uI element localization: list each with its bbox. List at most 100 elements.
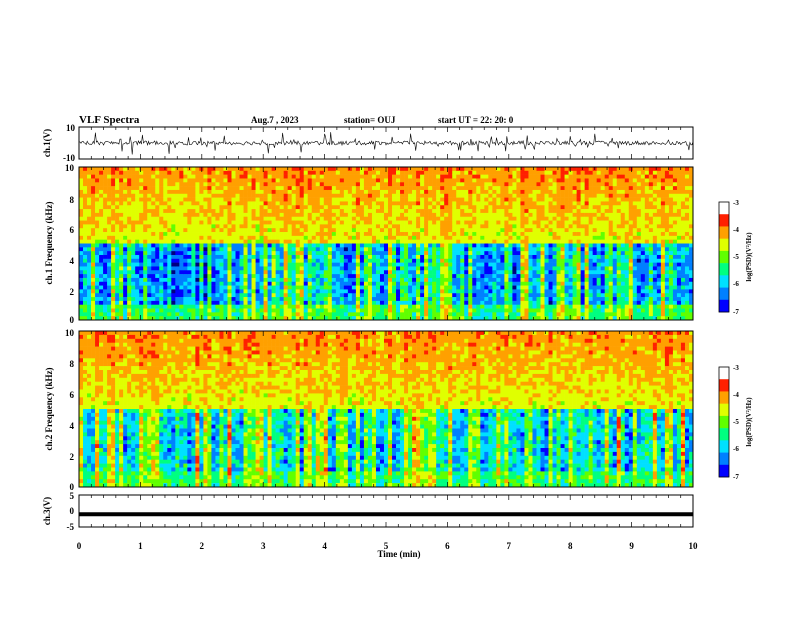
spectrogram-cell	[199, 312, 204, 317]
spectrogram-cell	[496, 189, 501, 195]
spectrogram-cell	[227, 174, 232, 179]
spectrogram-cell	[315, 174, 321, 179]
spectrogram-cell	[307, 297, 313, 302]
spectrogram-cell	[396, 258, 401, 263]
spectrogram-cell	[460, 189, 465, 195]
spectrogram-cell	[111, 209, 116, 214]
spectrogram-cell	[315, 297, 321, 302]
spectrogram-cell	[464, 239, 469, 244]
spectrogram-cell	[271, 254, 276, 260]
spectrogram-cell	[235, 167, 240, 172]
spectrogram-cell	[239, 170, 244, 175]
spectrogram-cell	[564, 209, 569, 214]
spectrogram-cell	[99, 312, 104, 317]
spectrogram-cell	[564, 216, 569, 221]
spectrogram-cell	[295, 270, 301, 275]
spectrogram-cell	[291, 266, 296, 271]
spectrogram-cell	[143, 228, 148, 233]
spectrogram-cell	[448, 308, 453, 313]
spectrogram-cell	[243, 228, 248, 233]
spectrogram-cell	[343, 316, 349, 321]
spectrogram-cell	[396, 262, 401, 267]
spectrogram-cell	[211, 228, 216, 233]
spectrogram-cell	[311, 316, 317, 321]
spectrogram-cell	[147, 193, 152, 198]
spectrogram-cell	[199, 178, 204, 183]
spectrogram-cell	[311, 254, 317, 260]
spectrogram-cell	[167, 232, 172, 237]
spectrogram-cell	[215, 235, 220, 240]
spectrogram-cell	[87, 228, 92, 233]
spectrogram-cell	[476, 300, 481, 306]
spectrogram-cell	[223, 293, 228, 298]
spectrogram-cell	[552, 262, 557, 267]
spectrogram-cell	[167, 167, 172, 172]
spectrogram-cell	[359, 258, 365, 263]
spectrogram-cell	[183, 209, 188, 214]
spectrogram-cell	[496, 251, 501, 256]
spectrogram-cell	[424, 270, 429, 275]
spectrogram-cell	[552, 312, 557, 317]
spectrogram-cell	[524, 224, 529, 229]
spectrogram-cell	[147, 316, 152, 321]
spectrogram-cell	[335, 178, 341, 183]
spectrogram-cell	[367, 186, 373, 191]
spectrogram-cell	[456, 312, 461, 317]
spectrogram-cell	[295, 293, 301, 298]
spectrogram-cell	[327, 235, 333, 240]
spectrogram-cell	[315, 247, 321, 252]
spectrogram-cell	[504, 270, 509, 275]
spectrogram-cell	[492, 235, 497, 240]
spectrogram-cell	[404, 258, 409, 263]
spectrogram-cell	[111, 274, 116, 279]
spectrogram-cell	[420, 216, 425, 221]
spectrogram-cell	[143, 258, 148, 263]
spectrogram-cell	[231, 193, 236, 198]
spectrogram-cell	[436, 297, 441, 302]
spectrogram-cell	[287, 239, 292, 244]
spectrogram-cell	[516, 189, 521, 195]
spectrogram-cell	[303, 274, 309, 279]
spectrogram-cell	[147, 182, 152, 187]
spectrogram-cell	[147, 228, 152, 233]
spectrogram-cell	[123, 239, 128, 244]
spectrogram-cell	[556, 228, 561, 233]
spectrogram-cell	[420, 254, 425, 260]
spectrogram-cell	[568, 193, 573, 198]
spectrogram-cell	[556, 201, 561, 206]
spectrogram-cell	[267, 205, 272, 210]
spectrogram-cell	[179, 232, 184, 237]
spectrogram-cell	[303, 170, 309, 175]
spectrogram-cell	[512, 220, 517, 225]
spectrogram-cell	[79, 186, 84, 191]
spectrogram-cell	[456, 186, 461, 191]
spectrogram-cell	[383, 193, 389, 198]
spectrogram-cell	[259, 243, 264, 248]
spectrogram-cell	[163, 262, 168, 267]
spectrogram-cell	[347, 197, 353, 202]
spectrogram-cell	[135, 316, 140, 321]
spectrogram-cell	[367, 224, 373, 229]
spectrogram-cell	[424, 247, 429, 252]
spectrogram-cell	[472, 316, 477, 321]
spectrogram-cell	[211, 304, 216, 309]
start-time-label: start UT = 22: 20: 0	[438, 115, 514, 125]
spectrogram-cell	[379, 277, 385, 283]
spectrogram-cell	[203, 262, 208, 267]
spectrogram-cell	[191, 212, 196, 218]
spectrogram-cell	[388, 266, 393, 271]
spectrogram-cell	[484, 258, 489, 263]
spectrogram-cell	[432, 235, 437, 240]
spectrogram-cell	[175, 189, 180, 195]
spectrogram-cell	[536, 167, 541, 172]
spectrogram-cell	[396, 277, 401, 283]
spectrogram-cell	[448, 228, 453, 233]
spectrogram-cell	[480, 262, 485, 267]
spectrogram-cell	[167, 277, 172, 283]
spectrogram-cell	[400, 239, 405, 244]
spectrogram-cell	[95, 258, 100, 263]
spectrogram-cell	[279, 274, 284, 279]
spectrogram-cell	[400, 247, 405, 252]
spectrogram-cell	[231, 212, 236, 218]
spectrogram-cell	[351, 297, 357, 302]
